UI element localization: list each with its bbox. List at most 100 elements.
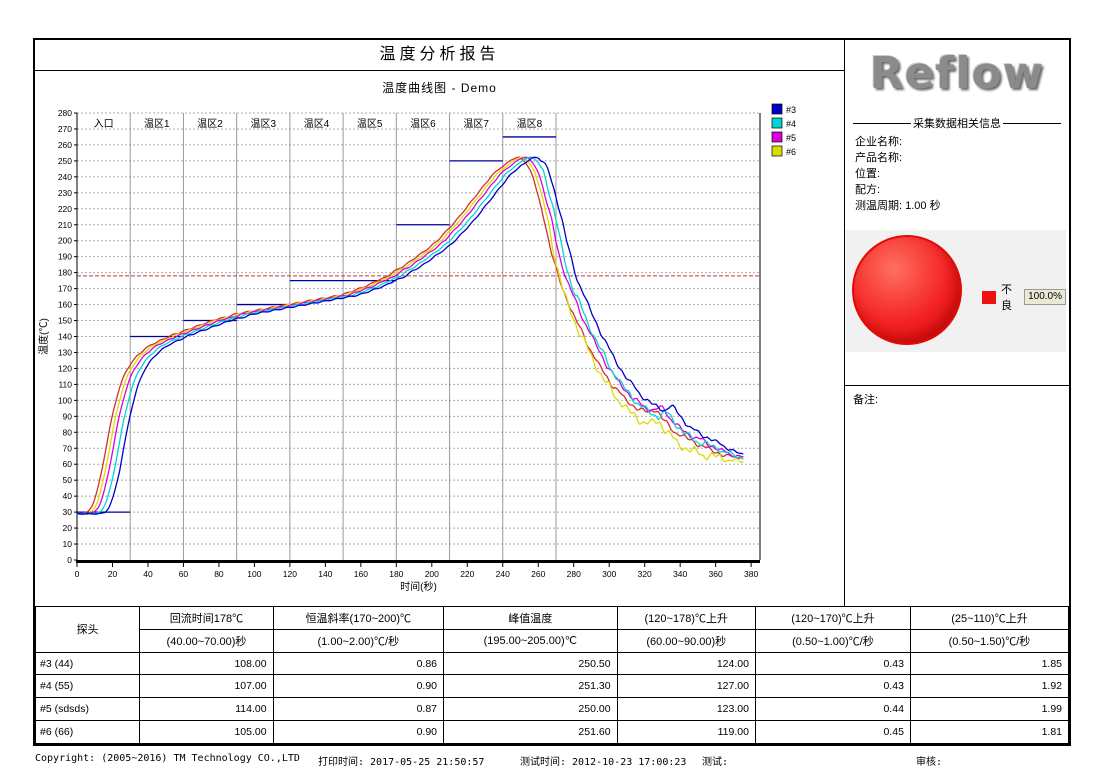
probe-header: 探头 [34,606,141,653]
x-tick-label: 160 [354,569,368,579]
value-cell: 107.00 [139,674,274,699]
value-cell: 250.00 [443,697,618,722]
x-tick-label: 360 [709,569,723,579]
pie-chart [852,235,962,345]
x-tick-label: 220 [460,569,474,579]
value-cell: 251.60 [443,720,618,744]
remark-section: 备注: [845,385,1069,606]
column-header: 回流时间178℃ [139,606,274,630]
pie-legend-value: 100.0% [1024,289,1066,305]
curve-ref [76,156,744,515]
x-tick-label: 120 [283,569,297,579]
info-section-divider: 采集数据相关信息 [853,115,1061,131]
column-subheader: (195.00~205.00)℃ [443,628,618,653]
y-tick-label: 180 [58,268,72,278]
pie-chart-box: 不良 100.0% [846,230,1066,352]
info-field: 企业名称: [855,136,903,148]
legend-swatch-#5 [771,131,783,143]
y-tick-label: 200 [58,236,72,246]
y-tick-label: 60 [63,459,73,469]
x-tick-label: 200 [425,569,439,579]
pie-legend-label: 不良 [1000,284,1012,312]
legend-label: #5 [786,133,796,143]
legend-label: #3 [786,105,796,115]
value-cell: 0.87 [272,697,445,722]
column-subheader: (1.00~2.00)℃/秒 [272,628,445,653]
x-tick-label: 60 [179,569,189,579]
tester-label: 测试: [702,757,729,768]
value-cell: 114.00 [139,697,274,722]
curve-#6 [76,156,744,515]
value-cell: 124.00 [616,651,756,676]
table-row: #5 (sdsds) 114.00 0.87 250.00 123.00 0.44 1.99 [34,697,1070,722]
info-field: 测温周期: 1.00 秒 [855,200,941,212]
report-frame: 温度分析报告 温度曲线图 - Demo 入口 温区1 温区2 温区3 温区4 温区5 温区6… [33,38,1071,746]
reflow-logo: Reflow [869,48,1045,99]
y-tick-label: 190 [58,252,72,262]
info-section-title: 采集数据相关信息 [913,118,1001,130]
copyright-text: Copyright: (2005~2016) TM Technology CO.… [35,753,300,764]
y-tick-label: 210 [58,220,72,230]
y-tick-label: 140 [58,332,72,342]
x-tick-label: 100 [247,569,261,579]
divider-line [1003,122,1061,124]
value-cell: 1.99 [909,697,1070,722]
chart-subtitle: 温度曲线图 - Demo [382,81,497,95]
y-tick-label: 160 [58,300,72,310]
value-cell: 105.00 [139,720,274,744]
legend-swatch-#3 [771,103,783,115]
value-cell: 251.30 [443,674,618,699]
probe-cell: #6 (66) [34,720,141,744]
y-tick-label: 90 [63,411,73,421]
value-cell: 0.86 [272,651,445,676]
value-cell: 0.45 [754,720,911,744]
value-cell: 0.90 [272,720,445,744]
pie-legend-swatch [982,290,996,304]
y-tick-label: 10 [63,539,73,549]
y-tick-label: 150 [58,316,72,326]
zone-label: 入口 [94,119,114,130]
table-row: #4 (55) 107.00 0.90 251.30 127.00 0.43 1.92 [34,674,1070,699]
y-tick-label: 230 [58,188,72,198]
pie-legend: 不良 100.0% [982,281,1066,313]
results-table: 探头 回流时间178℃ 恒温斜率(170~200)℃ 峰值温度 (120~178)℃上升… [34,606,1070,744]
probe-cell: #4 (55) [34,674,141,699]
y-tick-label: 0 [67,555,72,565]
legend-swatch-#4 [771,117,783,129]
x-tick-label: 0 [75,569,80,579]
value-cell: 0.90 [272,674,445,699]
y-tick-label: 20 [63,523,73,533]
y-tick-label: 130 [58,347,72,357]
x-axis-title: 时间(秒) [400,580,437,593]
column-subheader: (0.50~1.00)℃/秒 [754,628,911,653]
zone-label: 温区2 [197,118,223,130]
y-tick-label: 40 [63,491,73,501]
test-time-text: 测试时间: 2012-10-23 17:00:23 [520,757,687,768]
y-tick-label: 110 [58,379,72,389]
column-subheader: (40.00~70.00)秒 [139,628,274,653]
y-tick-label: 170 [58,284,72,294]
y-tick-label: 270 [58,124,72,134]
y-tick-label: 250 [58,156,72,166]
y-tick-label: 260 [58,140,72,150]
x-tick-label: 300 [602,569,616,579]
value-cell: 0.43 [754,651,911,676]
print-time-text: 打印时间: 2017-05-25 21:50:57 [318,757,485,768]
zone-label: 温区5 [357,118,383,130]
y-tick-label: 100 [58,395,72,405]
value-cell: 119.00 [616,720,756,744]
value-cell: 108.00 [139,651,274,676]
x-tick-label: 240 [496,569,510,579]
value-cell: 1.81 [909,720,1070,744]
value-cell: 123.00 [616,697,756,722]
x-tick-label: 320 [638,569,652,579]
value-cell: 0.43 [754,674,911,699]
value-cell: 127.00 [616,674,756,699]
table-row: #3 (44) 108.00 0.86 250.50 124.00 0.43 1.85 [34,651,1070,676]
legend-label: #6 [786,147,796,157]
value-cell: 250.50 [443,651,618,676]
y-tick-label: 220 [58,204,72,214]
zone-label: 温区7 [463,118,489,130]
value-cell: 1.92 [909,674,1070,699]
